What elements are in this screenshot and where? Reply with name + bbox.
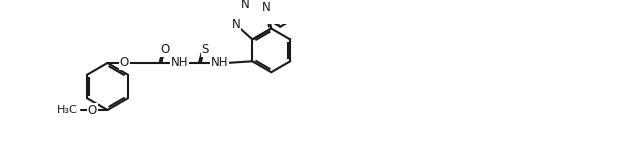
Text: S: S xyxy=(201,43,209,56)
Text: N: N xyxy=(262,1,271,14)
Text: O: O xyxy=(161,43,170,56)
Text: N: N xyxy=(232,18,241,31)
Text: H₃C: H₃C xyxy=(56,105,77,115)
Text: O: O xyxy=(88,104,97,116)
Text: O: O xyxy=(120,56,129,69)
Text: NH: NH xyxy=(211,56,228,69)
Text: N: N xyxy=(241,0,250,11)
Text: NH: NH xyxy=(171,56,188,69)
